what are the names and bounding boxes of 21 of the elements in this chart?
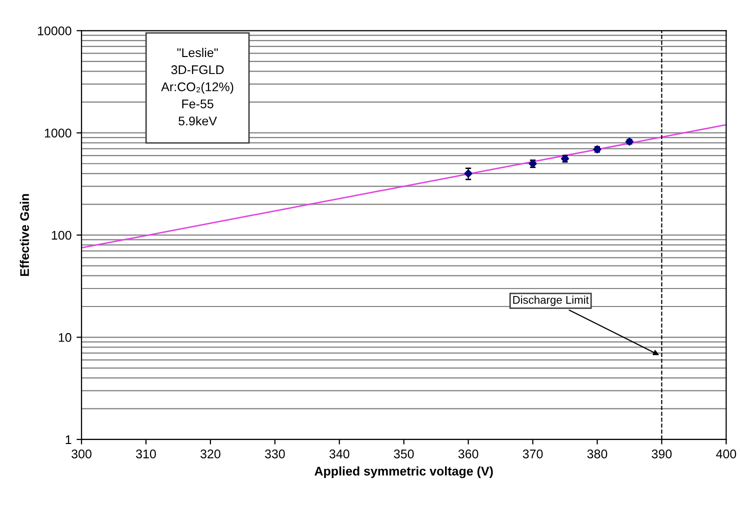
annotation: "Leslie" 3D-FGLD Ar:CO₂(12%) Fe-55 5.9keV xyxy=(161,48,234,126)
y-tick-label: 10000 xyxy=(38,26,72,36)
x-tick-label: 360 xyxy=(458,450,478,458)
y-tick-label: 1 xyxy=(66,435,72,444)
annotation: Discharge Limit xyxy=(513,296,589,306)
x-tick-label: 350 xyxy=(394,450,414,458)
y-tick-label: 100 xyxy=(52,230,72,240)
x-tick-label: 300 xyxy=(72,450,92,458)
x-tick-label: 330 xyxy=(264,450,285,458)
x-tick-label: 340 xyxy=(329,450,350,458)
x-tick-label: 370 xyxy=(522,450,543,458)
x-tick-label: 400 xyxy=(716,450,736,458)
point xyxy=(464,169,472,178)
x-tick-label: 310 xyxy=(136,450,156,458)
x-tick-label: 390 xyxy=(652,450,672,458)
x-tick-label: 380 xyxy=(587,450,608,458)
x-axis-title: Applied symmetric voltage (V) xyxy=(314,466,493,478)
x-tick-label: 320 xyxy=(200,450,220,458)
y-tick-label: 10 xyxy=(58,333,72,342)
y-tick-label: 1000 xyxy=(44,128,72,138)
y-axis-title: Effective Gain xyxy=(20,194,30,276)
